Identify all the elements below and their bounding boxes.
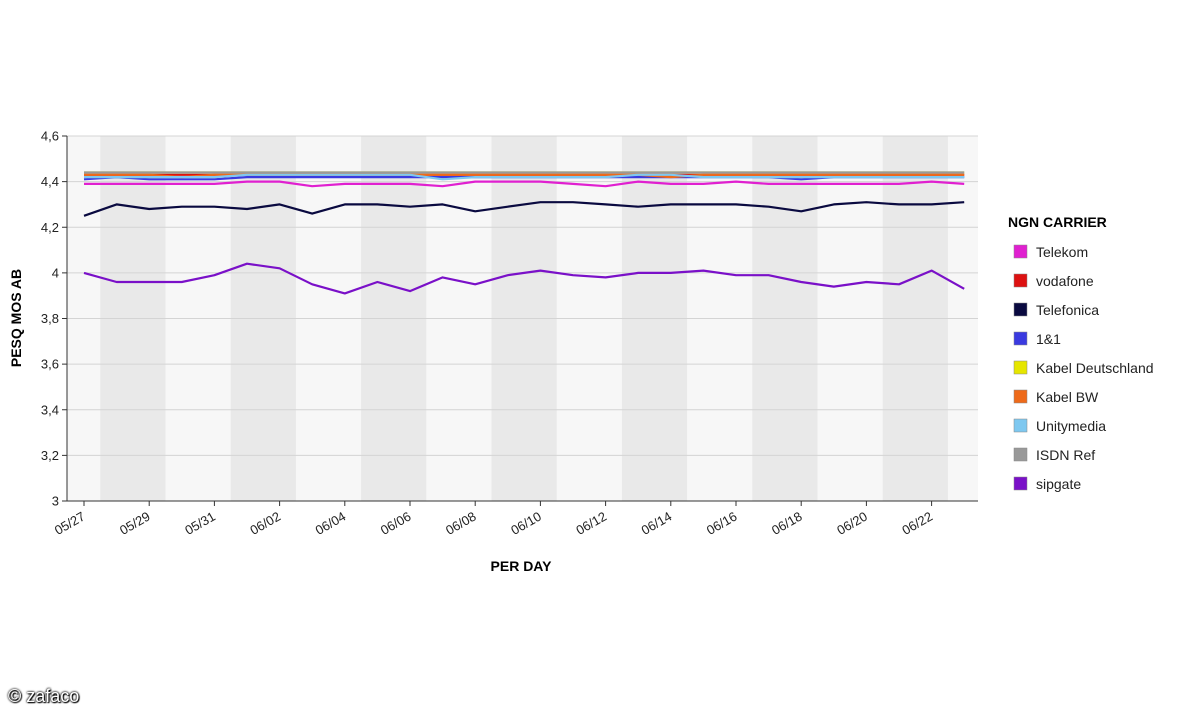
y-tick-label: 4,6: [41, 129, 59, 144]
series-line: [84, 173, 965, 179]
legend-label: Telefonica: [1036, 302, 1099, 318]
y-tick-label: 4,4: [41, 174, 59, 189]
series-line: [84, 173, 965, 181]
y-axis-title: PESQ MOS AB: [8, 269, 24, 367]
legend-swatch: [1013, 244, 1028, 259]
legend-label: sipgate: [1036, 476, 1081, 492]
x-tick-label: 06/02: [247, 509, 283, 538]
legend-label: vodafone: [1036, 273, 1094, 289]
series-lines: [83, 171, 965, 295]
watermark-text: © zafaco: [8, 686, 80, 706]
y-tick-label: 3,4: [41, 402, 59, 417]
legend-swatch: [1013, 389, 1028, 404]
legend-swatch: [1013, 476, 1028, 491]
legend-title: NGN CARRIER: [1008, 214, 1107, 230]
y-tick-label: 4,2: [41, 220, 59, 235]
series-line: [83, 201, 965, 217]
y-tick-label: 3: [52, 494, 59, 509]
legend-label: Unitymedia: [1036, 418, 1106, 434]
chart-axes: [66, 136, 978, 502]
x-tick-label: 05/27: [52, 509, 88, 538]
x-tick-label: 06/06: [378, 509, 414, 538]
y-tick-labels: 3 3,2 3,4 3,6 3,8 4 4,2 4,4 4,6: [41, 129, 59, 509]
x-tick-label: 05/31: [182, 509, 218, 538]
x-tick-label: 05/29: [117, 509, 153, 538]
y-tick-label: 3,6: [41, 357, 59, 372]
x-tick-labels: 05/27 05/29 05/31 06/02 06/04 06/06 06/08 06/10…: [52, 501, 935, 538]
legend-swatch: [1013, 331, 1028, 346]
legend-swatch: [1013, 360, 1028, 375]
y-tick-label: 3,8: [41, 311, 59, 326]
legend-swatch: [1013, 447, 1028, 462]
legend-swatch: [1013, 418, 1028, 433]
legend-label: Kabel Deutschland: [1036, 360, 1154, 376]
x-tick-label: 06/04: [313, 509, 349, 538]
y-tick-label: 3,2: [41, 448, 59, 463]
y-tick-label: 4: [52, 265, 59, 280]
x-tick-label: 06/20: [834, 509, 870, 538]
x-tick-label: 06/14: [639, 509, 675, 538]
x-tick-label: 06/22: [899, 509, 935, 538]
x-tick-label: 06/08: [443, 509, 479, 538]
legend-label: Telekom: [1036, 244, 1088, 260]
legend-label: ISDN Ref: [1036, 447, 1095, 463]
legend-swatch: [1013, 302, 1028, 317]
legend-label: 1&1: [1036, 331, 1061, 347]
series-line: [84, 180, 965, 188]
x-tick-label: 06/16: [704, 509, 740, 538]
x-tick-label: 06/10: [508, 509, 544, 538]
x-axis-title: PER DAY: [491, 558, 553, 574]
x-tick-label: 06/12: [573, 509, 609, 538]
legend: Telekom vodafone Telefonica 1&1 Kabel Deutsc…: [1013, 244, 1154, 492]
legend-swatch: [1013, 273, 1028, 288]
series-line: [83, 262, 965, 295]
legend-label: Kabel BW: [1036, 389, 1099, 405]
x-tick-label: 06/18: [769, 509, 805, 538]
